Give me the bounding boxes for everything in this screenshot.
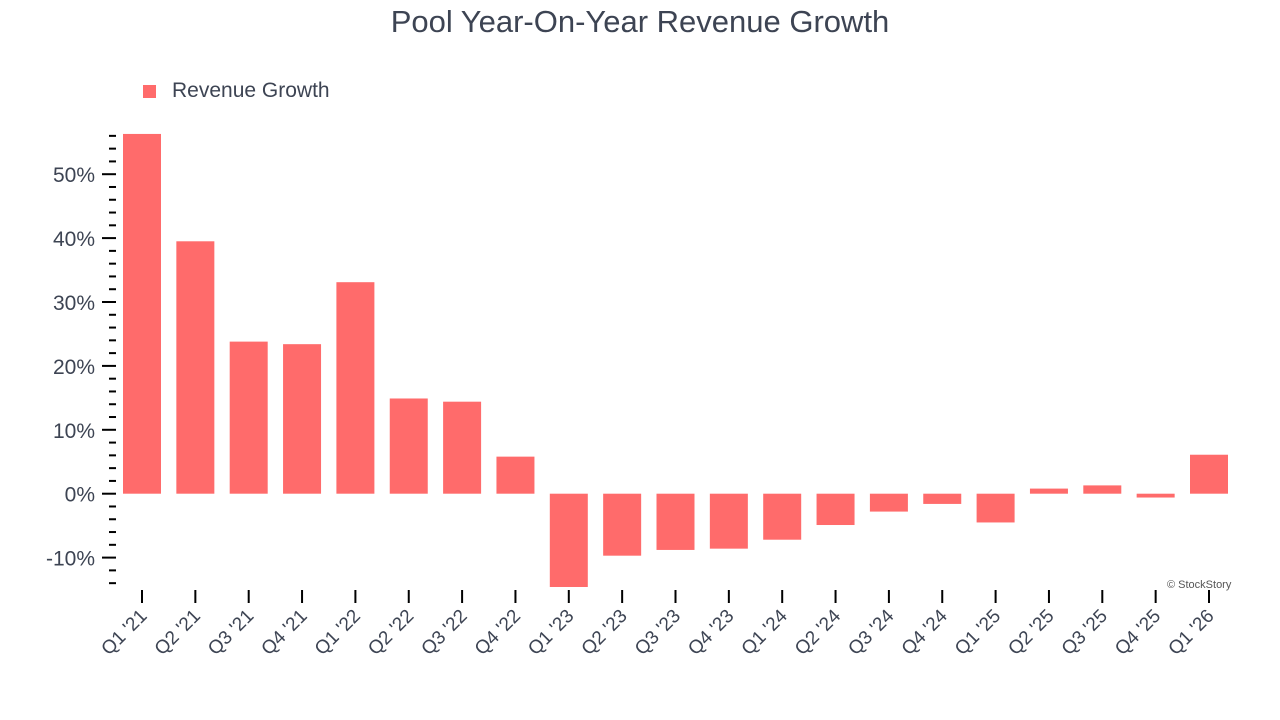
x-tick-label: Q3 '21 [204, 606, 258, 660]
chart-title: Pool Year-On-Year Revenue Growth [390, 4, 890, 39]
x-tick-label: Q1 '23 [524, 606, 578, 660]
x-tick-label: Q1 '25 [951, 606, 1005, 660]
x-tick-label: Q4 '25 [1111, 606, 1165, 660]
x-tick-label: Q4 '23 [684, 606, 738, 660]
x-tick-label: Q1 '22 [311, 606, 365, 660]
bar [656, 493, 695, 550]
y-tick-label: 20% [53, 356, 95, 379]
x-tick-label: Q3 '23 [631, 606, 685, 660]
x-tick-label: Q2 '23 [578, 606, 632, 660]
bar [389, 398, 428, 494]
bar [976, 493, 1015, 523]
bar [1083, 485, 1122, 494]
x-tick-label: Q1 '24 [738, 605, 792, 659]
bar [816, 493, 855, 526]
x-tick-label: Q4 '22 [471, 606, 525, 660]
bar [496, 456, 535, 494]
x-tick-label: Q2 '24 [791, 605, 845, 659]
bar [549, 493, 588, 587]
x-tick-label: Q3 '22 [418, 606, 472, 660]
bar [1190, 454, 1228, 494]
bar [709, 493, 748, 549]
y-tick-label: 30% [53, 292, 95, 315]
bar [176, 241, 215, 494]
bar [336, 282, 375, 494]
credit-watermark: © StockStory [1167, 579, 1232, 591]
bar [123, 133, 161, 494]
bar [1029, 488, 1068, 494]
x-tick-label: Q4 '24 [898, 605, 952, 659]
x-tick-label: Q1 '26 [1165, 606, 1219, 660]
x-tick-label: Q1 '21 [98, 606, 152, 660]
y-tick-label: 0% [65, 484, 95, 507]
x-tick-label: Q4 '21 [258, 606, 312, 660]
y-tick-label: 50% [53, 164, 95, 187]
legend-swatch [143, 84, 156, 98]
x-tick-label: Q2 '21 [151, 606, 205, 660]
bar [443, 401, 482, 494]
x-tick-label: Q2 '22 [364, 606, 418, 660]
bar [603, 493, 642, 556]
bar [763, 493, 802, 540]
bar [283, 344, 322, 494]
y-tick-label: 10% [53, 420, 95, 443]
legend-label: Revenue Growth [172, 79, 330, 102]
bar [869, 493, 908, 512]
legend: Revenue Growth [143, 79, 330, 103]
bar [229, 341, 268, 494]
x-tick-label: Q2 '25 [1004, 606, 1058, 660]
x-tick-label: Q3 '24 [844, 605, 898, 659]
x-tick-label: Q3 '25 [1058, 606, 1112, 660]
bar [923, 493, 962, 504]
bar [1136, 493, 1175, 498]
y-tick-label: -10% [46, 548, 95, 571]
y-tick-label: 40% [53, 228, 95, 251]
